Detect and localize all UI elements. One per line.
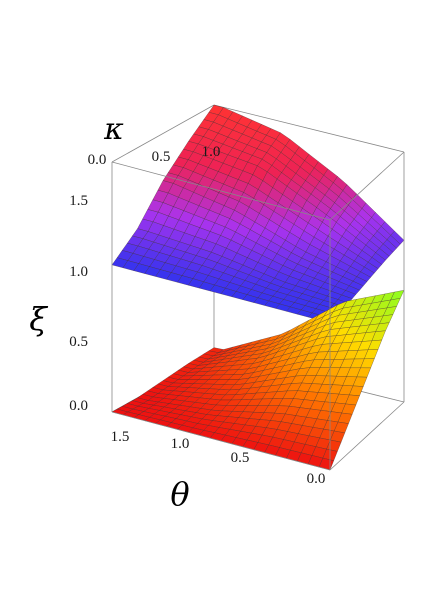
tick-labels: 0.0 0.5 1.0 1.5 1.0 0.5 0.0 0.0 0.5 1.0 1.5 xyxy=(69,144,325,487)
y-tick-label: 0.0 xyxy=(307,471,326,487)
y-tick-label: 1.0 xyxy=(171,436,190,452)
x-tick-label: 1.0 xyxy=(202,144,221,160)
x-tick-label: 0.5 xyxy=(152,149,171,165)
box-edge xyxy=(111,104,215,163)
y-axis-label: θ xyxy=(170,475,189,513)
box-edge xyxy=(111,411,331,471)
x-axis-label: κ xyxy=(103,112,124,147)
z-tick-label: 0.5 xyxy=(69,334,88,350)
y-tick-label: 1.5 xyxy=(111,429,130,445)
box-edge xyxy=(111,161,331,221)
surface-upper xyxy=(111,104,405,324)
y-tick-label: 0.5 xyxy=(231,450,250,466)
x-tick-label: 0.0 xyxy=(88,152,107,168)
surfaces xyxy=(111,104,405,471)
box-edge xyxy=(213,104,405,153)
z-tick-label: 1.5 xyxy=(69,193,88,209)
box-edge xyxy=(329,401,405,471)
surface-lower xyxy=(111,289,405,471)
z-tick-label: 1.0 xyxy=(69,264,88,280)
box-edge xyxy=(329,151,405,221)
plot-box-front xyxy=(111,151,405,471)
z-tick-label: 0.0 xyxy=(69,398,88,414)
z-axis-label: ξ xyxy=(29,300,48,338)
